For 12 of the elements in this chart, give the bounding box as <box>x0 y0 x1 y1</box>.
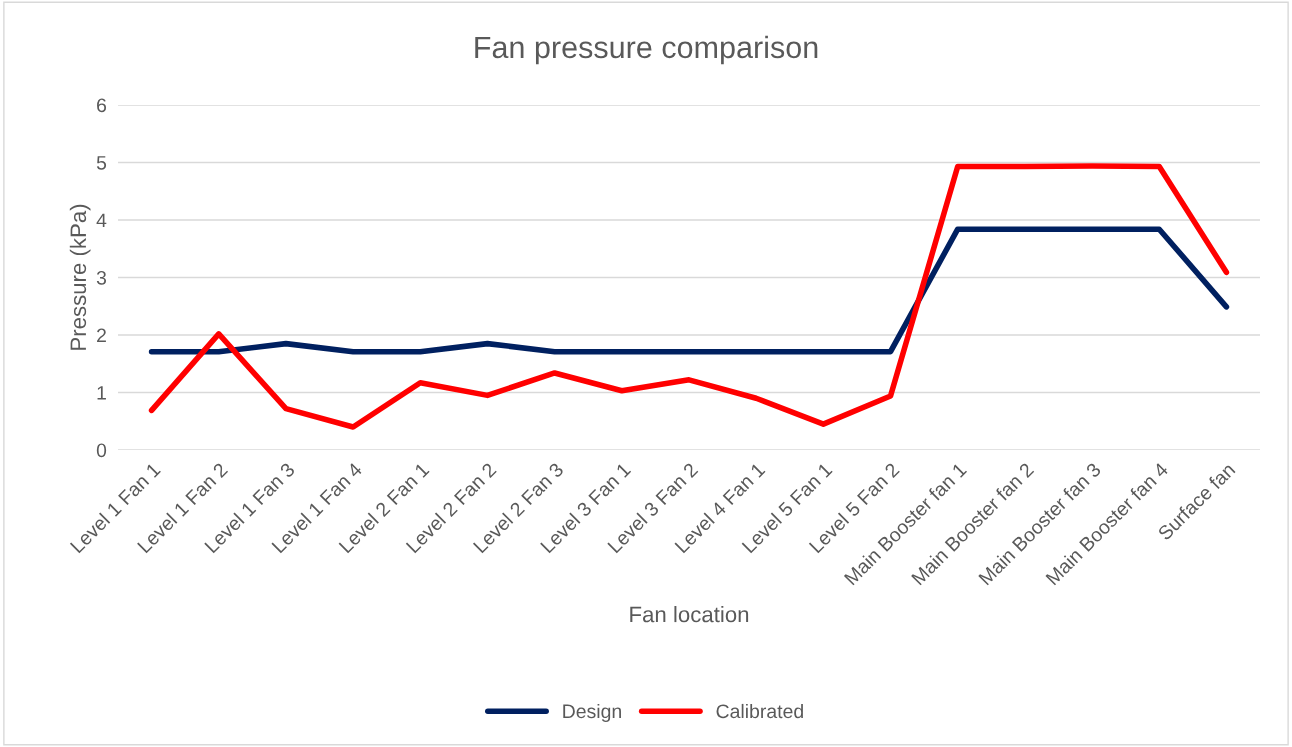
y-tick-label: 2 <box>97 328 106 343</box>
legend-label: Design <box>563 703 621 723</box>
legend-label: Calibrated <box>716 703 803 719</box>
x-axis-title: Fan location <box>630 605 749 623</box>
y-axis-title: Pressure (kPa) <box>69 204 91 350</box>
y-tick-label: 0 <box>96 443 107 458</box>
y-tick-label: 4 <box>96 213 107 228</box>
y-tick-label: 1 <box>97 386 106 400</box>
y-tick-label: 6 <box>97 98 107 113</box>
chart-title: Fan pressure comparison <box>475 35 818 65</box>
y-tick-label: 3 <box>96 270 107 285</box>
y-tick-label: 5 <box>96 156 107 170</box>
